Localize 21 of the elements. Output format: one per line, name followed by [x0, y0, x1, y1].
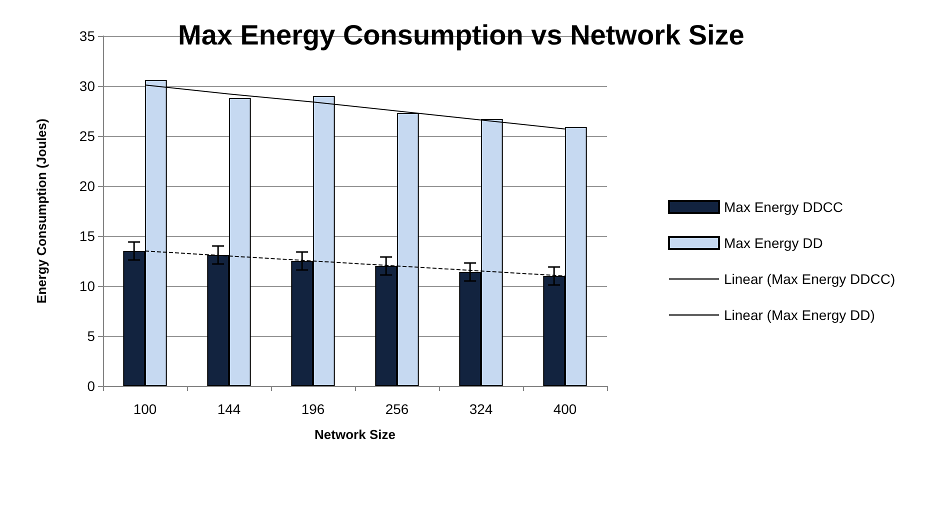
y-axis-title: Energy Consumption (Joules): [34, 118, 49, 304]
y-tick-label: 30: [79, 78, 96, 94]
legend-label: Linear (Max Energy DDCC): [724, 271, 896, 287]
y-tick-label: 25: [79, 128, 96, 144]
y-tick-label: 35: [79, 28, 96, 44]
legend-label: Max Energy DD: [724, 235, 823, 251]
legend-label: Linear (Max Energy DD): [724, 307, 875, 323]
x-tick-label: 256: [385, 401, 409, 417]
legend-label: Max Energy DDCC: [724, 199, 844, 215]
y-tick-label: 5: [87, 328, 96, 344]
y-tick-label: 20: [79, 178, 96, 194]
x-tick-label: 400: [553, 401, 577, 417]
x-tick-label: 100: [133, 401, 157, 417]
y-tick-label: 15: [79, 228, 96, 244]
x-tick-label: 144: [217, 401, 241, 417]
y-tick-label: 0: [87, 378, 96, 394]
x-axis-title: Network Size: [314, 427, 396, 442]
x-tick-label: 196: [301, 401, 325, 417]
x-tick-label: 324: [469, 401, 493, 417]
chart-title: Max Energy Consumption vs Network Size: [178, 20, 744, 50]
y-tick-label: 10: [79, 278, 96, 294]
